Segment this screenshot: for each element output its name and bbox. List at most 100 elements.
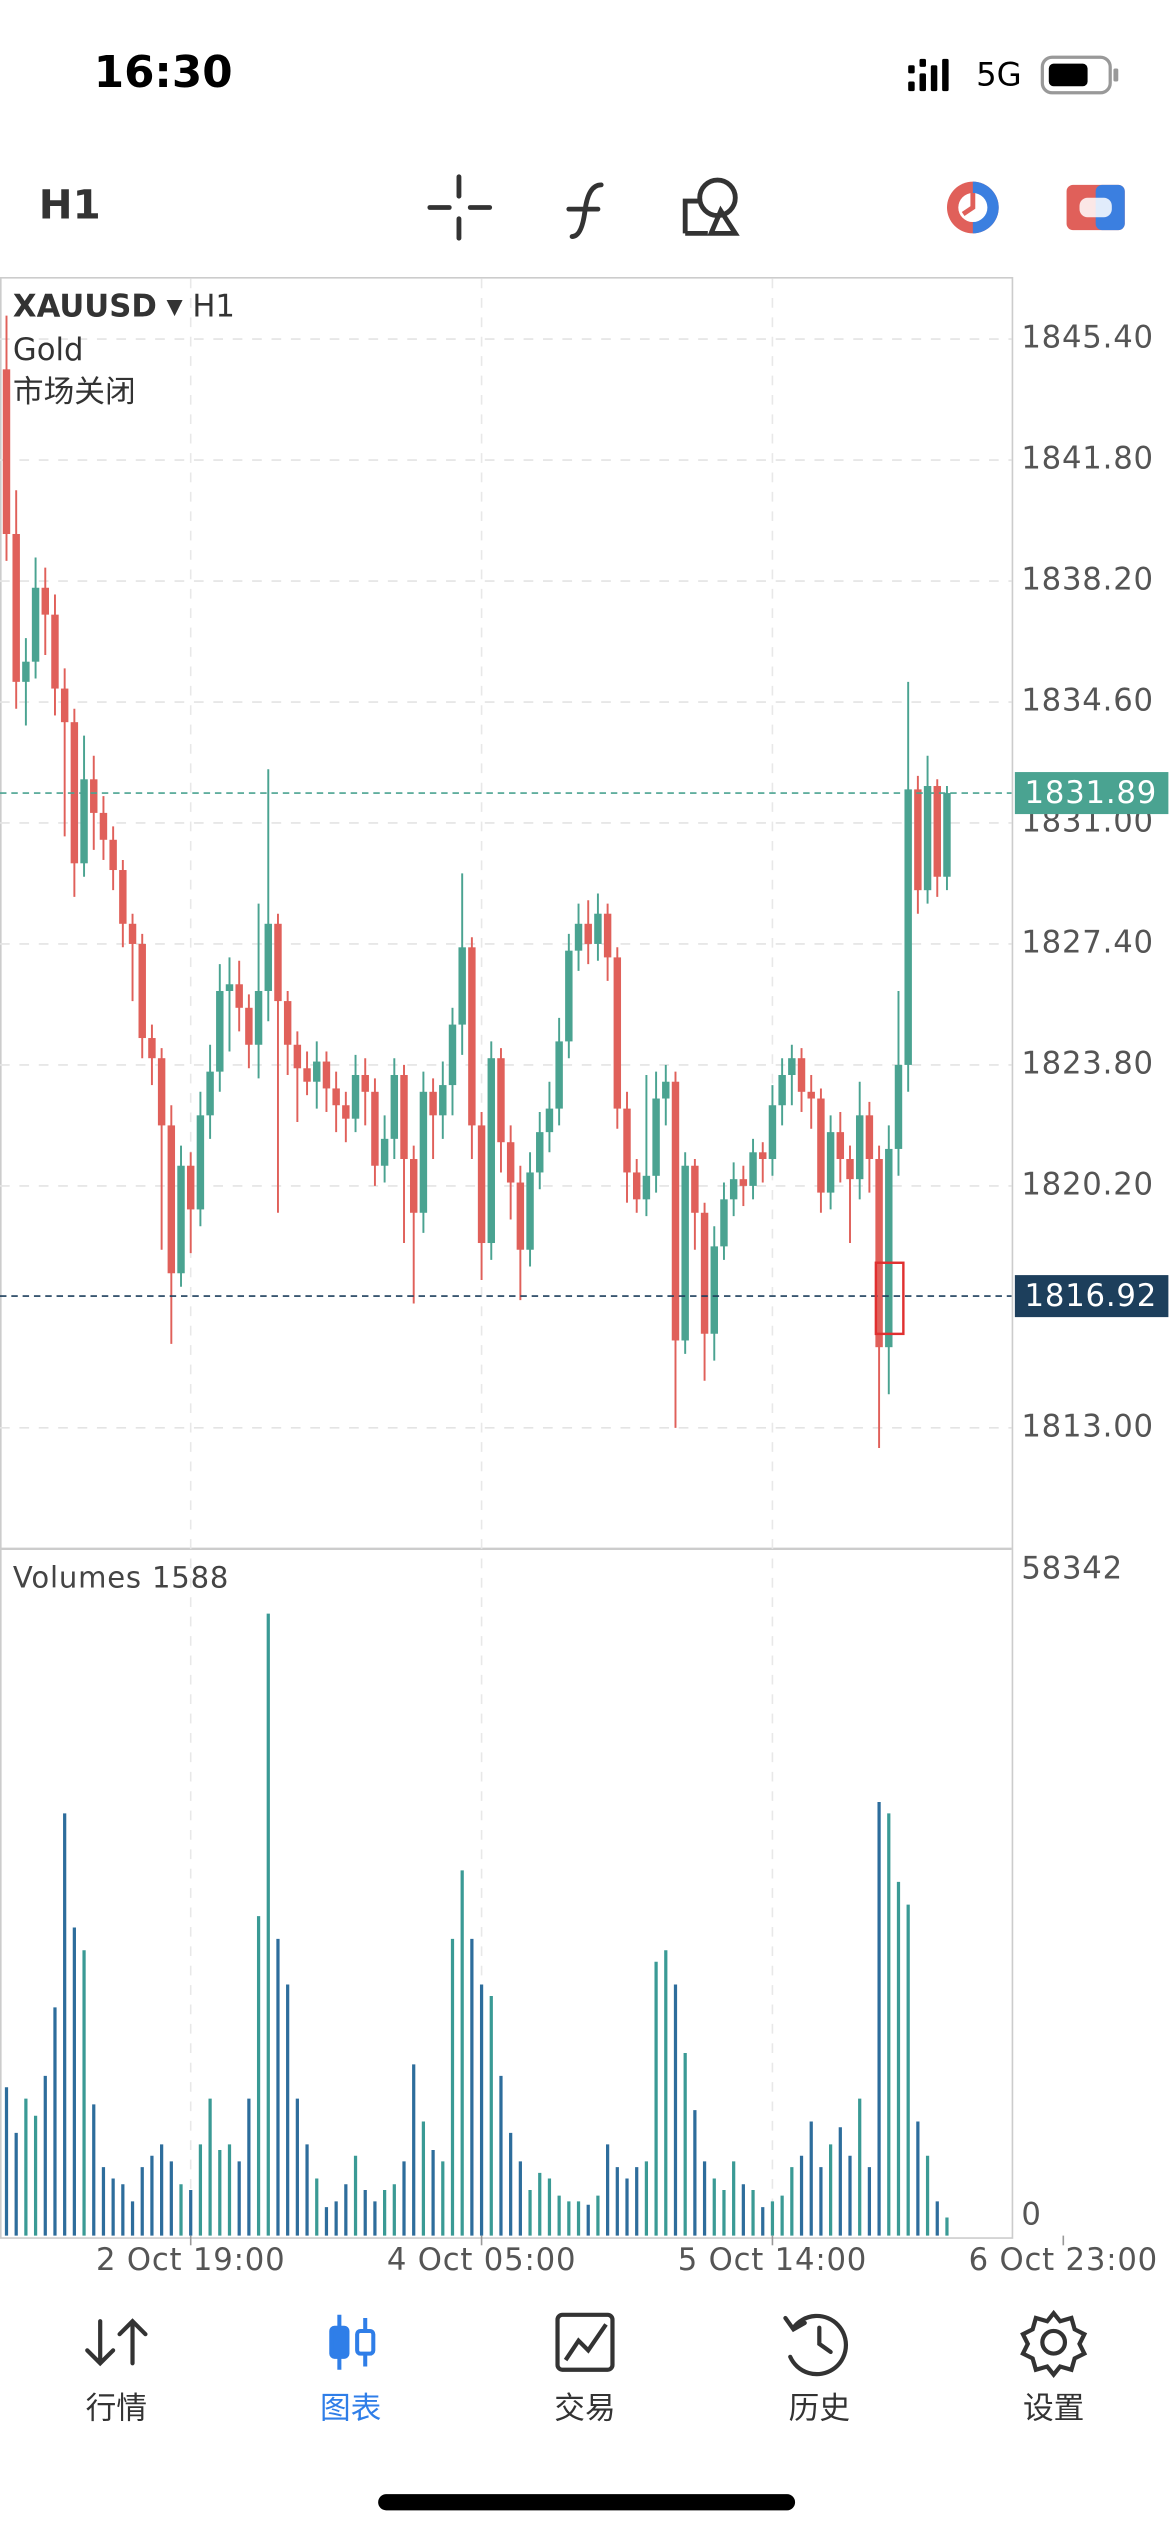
candle-body bbox=[526, 1172, 534, 1250]
candle-body bbox=[565, 950, 573, 1042]
x-tick-label: 5 Oct 14:00 bbox=[678, 2243, 867, 2278]
candle-body bbox=[613, 957, 622, 1109]
settings-icon[interactable] bbox=[1020, 2309, 1088, 2378]
candle-body bbox=[361, 1075, 369, 1092]
candle-body bbox=[875, 1159, 883, 1348]
candle-body bbox=[216, 990, 224, 1072]
candle-body bbox=[536, 1132, 544, 1173]
candle-body bbox=[429, 1091, 437, 1116]
candle-body bbox=[254, 990, 263, 1045]
price-label: 1816.92 bbox=[1025, 1279, 1158, 1314]
candle-body bbox=[826, 1132, 835, 1193]
candle-body bbox=[846, 1159, 854, 1180]
selection-box bbox=[874, 1261, 905, 1336]
candle-body bbox=[574, 923, 583, 951]
candle-body bbox=[245, 1007, 253, 1045]
y-tick-label: 1845.40 bbox=[1021, 321, 1154, 356]
candle-body bbox=[148, 1038, 156, 1059]
candle-body bbox=[642, 1175, 651, 1200]
objects-button[interactable] bbox=[682, 177, 740, 236]
candle-body bbox=[390, 1075, 399, 1139]
candle-body bbox=[177, 1165, 185, 1274]
x-tick-label: 2 Oct 19:00 bbox=[96, 2243, 285, 2278]
nav-label[interactable]: 图表 bbox=[320, 2392, 381, 2427]
candle-body bbox=[283, 1001, 292, 1045]
trade-icon[interactable] bbox=[555, 2312, 615, 2372]
price-label: 1831.89 bbox=[1025, 776, 1158, 811]
y-tick-label: 1827.40 bbox=[1021, 925, 1154, 960]
candle-body bbox=[22, 661, 30, 682]
candle-body bbox=[293, 1044, 302, 1069]
candle-body bbox=[720, 1199, 728, 1247]
nav-label[interactable]: 设置 bbox=[1023, 2392, 1084, 2427]
y-tick-label: 1813.00 bbox=[1021, 1409, 1154, 1444]
candle-body bbox=[584, 923, 592, 944]
volume-title: Volumes bbox=[13, 1561, 142, 1595]
candle-body bbox=[12, 533, 20, 682]
history-icon[interactable] bbox=[783, 2313, 848, 2377]
chart-timeframe: H1 bbox=[192, 289, 235, 324]
candle-body bbox=[458, 947, 466, 1025]
indicators-button[interactable] bbox=[566, 182, 604, 240]
candle-body bbox=[264, 923, 272, 991]
symbol-name: Gold bbox=[13, 333, 84, 368]
candle-body bbox=[51, 614, 59, 689]
candle-body bbox=[768, 1105, 777, 1160]
candle-body bbox=[652, 1098, 660, 1176]
candle-body bbox=[41, 587, 49, 615]
nav-label[interactable]: 交易 bbox=[554, 2392, 615, 2427]
candle-body bbox=[342, 1105, 350, 1119]
candle-body bbox=[797, 1058, 806, 1092]
candle-body bbox=[119, 870, 127, 924]
candle-body bbox=[235, 984, 243, 1008]
candle-body bbox=[332, 1088, 340, 1106]
trade-button[interactable] bbox=[1066, 184, 1125, 231]
candle-body bbox=[225, 984, 234, 991]
one-click-button[interactable] bbox=[946, 181, 999, 234]
y-tick-label: 1838.20 bbox=[1021, 563, 1154, 598]
candle-body bbox=[943, 793, 951, 877]
nav-label[interactable]: 历史 bbox=[789, 2392, 850, 2427]
candle-body bbox=[409, 1159, 418, 1213]
signal-icon bbox=[908, 58, 949, 92]
candle-body bbox=[2, 369, 11, 534]
x-tick-label: 4 Oct 05:00 bbox=[387, 2243, 576, 2278]
x-tick-label: 6 Oct 23:00 bbox=[969, 2243, 1158, 2278]
candle-body bbox=[274, 923, 282, 1002]
candle-body bbox=[894, 1064, 903, 1149]
candle-body bbox=[371, 1091, 379, 1166]
candle-body bbox=[439, 1085, 447, 1116]
price-label-box bbox=[1014, 1275, 1169, 1318]
clock: 16:30 bbox=[94, 48, 233, 98]
candle-body bbox=[885, 1148, 893, 1348]
price-label-box bbox=[1014, 772, 1169, 815]
volume-tick-label: 0 bbox=[1021, 2198, 1041, 2233]
candle-body bbox=[865, 1115, 874, 1160]
symbol: XAUUSD bbox=[13, 289, 157, 324]
candle-body bbox=[128, 923, 137, 944]
candle-body bbox=[671, 1081, 680, 1341]
quotes-icon[interactable] bbox=[85, 2318, 148, 2367]
candle-body bbox=[157, 1058, 166, 1126]
candle-body bbox=[380, 1138, 389, 1166]
home-indicator bbox=[378, 2494, 796, 2511]
candle-body bbox=[691, 1165, 699, 1213]
candle-body bbox=[109, 839, 117, 871]
candle-body bbox=[322, 1061, 331, 1089]
timeframe-button[interactable]: H1 bbox=[39, 181, 101, 229]
chart-frame bbox=[0, 276, 1014, 2239]
candle-body bbox=[186, 1165, 195, 1210]
candle-body bbox=[681, 1165, 689, 1341]
chart-icon[interactable] bbox=[329, 2314, 376, 2370]
nav-label[interactable]: 行情 bbox=[86, 2392, 147, 2427]
candle-body bbox=[836, 1132, 845, 1160]
candle-body bbox=[759, 1152, 767, 1160]
candle-body bbox=[313, 1061, 321, 1082]
candle-body bbox=[468, 947, 476, 1126]
y-tick-label: 1834.60 bbox=[1021, 684, 1154, 719]
crosshair-button[interactable] bbox=[427, 174, 493, 241]
candle-body bbox=[623, 1108, 631, 1173]
candle-body bbox=[167, 1125, 176, 1274]
candle-body bbox=[206, 1071, 214, 1116]
